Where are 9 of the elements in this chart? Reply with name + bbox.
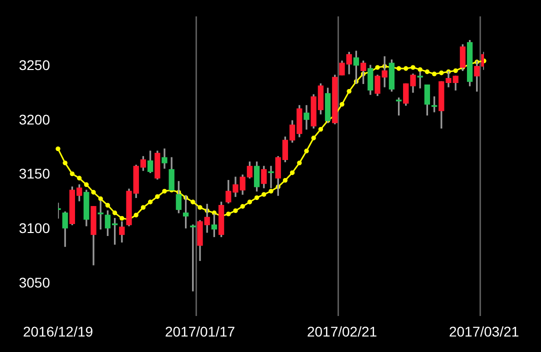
y-tick-label: 3100 bbox=[18, 220, 50, 236]
x-tick-label: 2016/12/19 bbox=[22, 323, 94, 340]
y-tick-label: 3200 bbox=[18, 111, 50, 128]
x-tick-label: 2017/02/21 bbox=[306, 323, 378, 340]
y-tick-label: 3150 bbox=[18, 166, 50, 182]
y-tick-label: 3050 bbox=[18, 274, 50, 290]
x-tick-label: 2017/03/21 bbox=[448, 323, 520, 340]
x-tick-label: 2017/01/17 bbox=[164, 323, 236, 340]
y-tick-label: 3250 bbox=[18, 57, 50, 74]
